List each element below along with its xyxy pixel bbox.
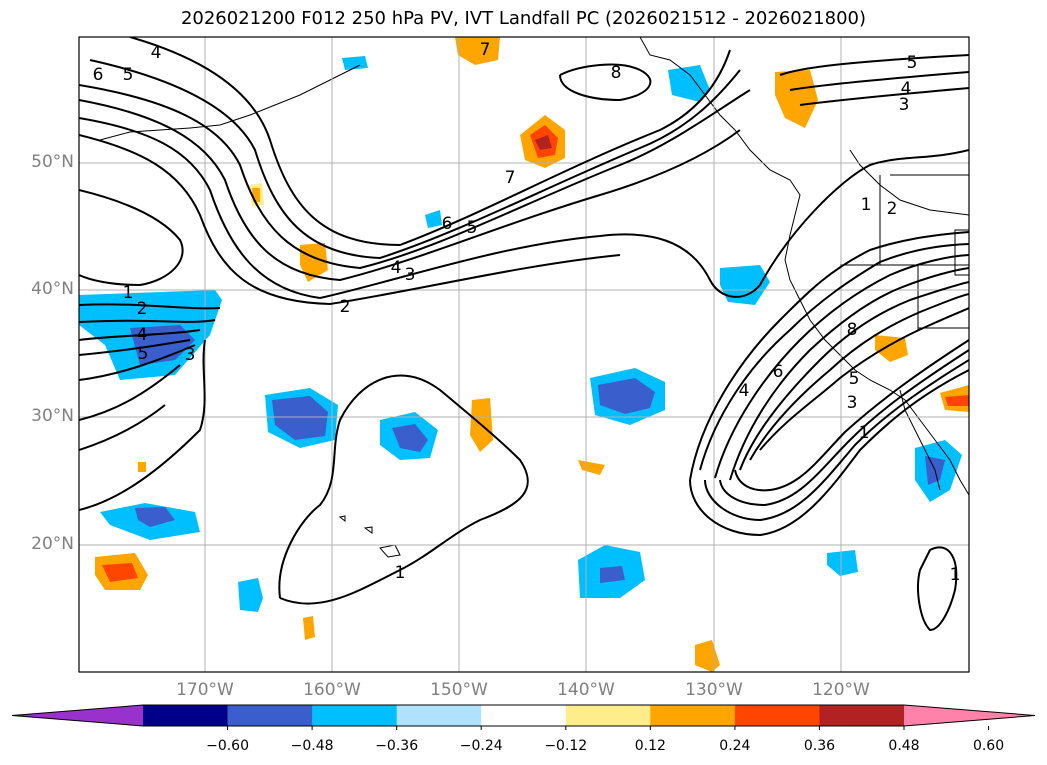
map-body: 6 5 4 5 4 3 7 6 5 4 3 2 1 2 4 5 3 1 2 8 …	[79, 37, 969, 672]
contour-label: 3	[185, 345, 196, 365]
colorbar-segment	[650, 705, 736, 726]
gridlines	[79, 37, 969, 672]
lat-label: 30°N	[31, 406, 74, 426]
contour-label: 6	[93, 65, 104, 85]
negative-pv-anomalies	[79, 56, 962, 612]
colorbar-segment	[565, 705, 651, 726]
contour-label: 4	[151, 43, 162, 63]
colorbar-segment	[734, 705, 820, 726]
lat-label: 40°N	[31, 279, 74, 299]
ivt-contours	[79, 37, 969, 632]
colorbar-outline	[11, 704, 1036, 727]
contour-label: 1	[123, 283, 134, 303]
colorbar-segment	[481, 705, 567, 726]
contour-label: 3	[899, 95, 910, 115]
lon-label: 170°W	[176, 680, 234, 700]
colorbar-segment	[227, 705, 313, 726]
contour-label: 6	[773, 362, 784, 382]
colorbar-tick-label: 0.24	[719, 738, 751, 754]
contour-label: 1	[395, 563, 406, 583]
contour-label: 3	[405, 265, 416, 285]
colorbar-tick-label: 0.36	[803, 738, 836, 754]
map-frame	[78, 36, 970, 673]
contour-label: 6	[442, 214, 453, 234]
contour-label: 1	[861, 195, 872, 215]
lon-label: 140°W	[557, 680, 615, 700]
colorbar-tick-label: −0.48	[290, 738, 334, 754]
colorbar-extend-min	[12, 705, 143, 726]
colorbar-tick-label: −0.36	[375, 738, 419, 754]
coastlines	[99, 37, 969, 558]
contour-label: 5	[907, 53, 918, 73]
contour-label: 5	[138, 344, 149, 364]
lon-label: 120°W	[812, 680, 870, 700]
lat-label: 20°N	[31, 534, 74, 554]
colorbar-segment	[819, 705, 905, 726]
contour-label: 3	[847, 393, 858, 413]
positive-pv-anomalies	[95, 37, 969, 672]
contour-label: 2	[340, 297, 351, 317]
colorbar-tick-label: −0.60	[206, 738, 249, 754]
lon-label: 130°W	[685, 680, 743, 700]
colorbar-tick-label: 0.48	[888, 738, 920, 754]
contour-label: 7	[480, 40, 491, 60]
colorbar-segment	[312, 705, 398, 726]
colorbar-tick-label: −0.24	[459, 738, 503, 754]
lon-label: 160°W	[303, 680, 361, 700]
contour-label: 2	[137, 299, 148, 319]
colorbar-tick-label: 0.60	[972, 738, 1005, 754]
contour-label: 5	[123, 65, 134, 85]
contour-label: 4	[391, 258, 402, 278]
colorbar-tick-label: 0.12	[634, 738, 666, 754]
contour-labels: 6 5 4 5 4 3 7 6 5 4 3 2 1 2 4 5 3 1 2 8 …	[93, 40, 961, 585]
colorbar-segment	[143, 705, 229, 726]
colorbar-segment	[396, 705, 482, 726]
contour-label: 5	[467, 218, 478, 238]
contour-label: 8	[611, 63, 622, 83]
chart-title: 2026021200 F012 250 hPa PV, IVT Landfall…	[180, 8, 867, 29]
contour-label: 2	[887, 199, 898, 219]
contour-label: 8	[847, 320, 858, 340]
contour-label: 1	[950, 565, 961, 585]
contour-label: 4	[901, 79, 912, 99]
contour-label: 4	[739, 381, 750, 401]
colorbar-tick-label: −0.12	[544, 738, 588, 754]
lon-label: 150°W	[430, 680, 488, 700]
contour-label: 4	[137, 325, 148, 345]
colorbar	[11, 704, 1036, 730]
lat-label: 50°N	[31, 152, 74, 172]
contour-label: 5	[849, 369, 860, 389]
contour-label: 7	[505, 168, 516, 188]
contour-label: 1	[859, 423, 870, 443]
colorbar-extend-max	[904, 705, 1035, 726]
